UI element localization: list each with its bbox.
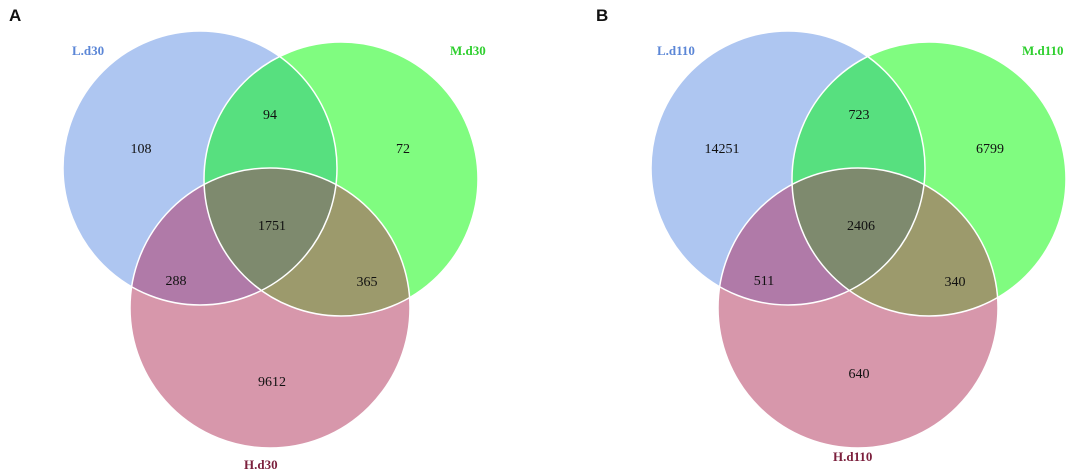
set-l-outline	[650, 30, 926, 306]
set-h-outline	[717, 167, 999, 449]
count-m-only: 72	[396, 142, 410, 157]
count-mh: 340	[945, 275, 966, 290]
count-h-only: 9612	[258, 375, 286, 390]
count-lmh: 1751	[258, 219, 286, 234]
count-lh: 511	[754, 274, 774, 289]
count-mh: 365	[357, 275, 378, 290]
venn-panel-b: L.d110 M.d110 H.d110 14251 723 6799 2406…	[650, 30, 1067, 464]
set-l-label: L.d110	[657, 43, 695, 58]
region-lh	[130, 168, 337, 305]
region-lh	[718, 168, 925, 305]
panel-b-letter: B	[596, 6, 609, 25]
count-m-only: 6799	[976, 142, 1004, 157]
set-h-label: H.d110	[833, 449, 872, 464]
count-lm: 94	[263, 108, 277, 123]
panel-a-letter: A	[9, 6, 22, 25]
count-lm: 723	[849, 108, 870, 123]
count-lmh: 2406	[847, 219, 875, 234]
count-l-only: 108	[131, 142, 152, 157]
set-l-label: L.d30	[72, 43, 104, 58]
venn-panel-a: L.d30 M.d30 H.d30 108 94 72 1751 288 365…	[62, 30, 486, 472]
set-m-outline	[203, 41, 479, 317]
set-m-outline	[791, 41, 1067, 317]
count-l-only: 14251	[705, 142, 740, 157]
set-h-label: H.d30	[244, 457, 278, 472]
count-h-only: 640	[849, 367, 870, 382]
set-h-outline	[129, 167, 411, 449]
set-l-outline	[62, 30, 338, 306]
set-m-label: M.d110	[1022, 43, 1064, 58]
count-lh: 288	[166, 274, 187, 289]
set-m-label: M.d30	[450, 43, 486, 58]
